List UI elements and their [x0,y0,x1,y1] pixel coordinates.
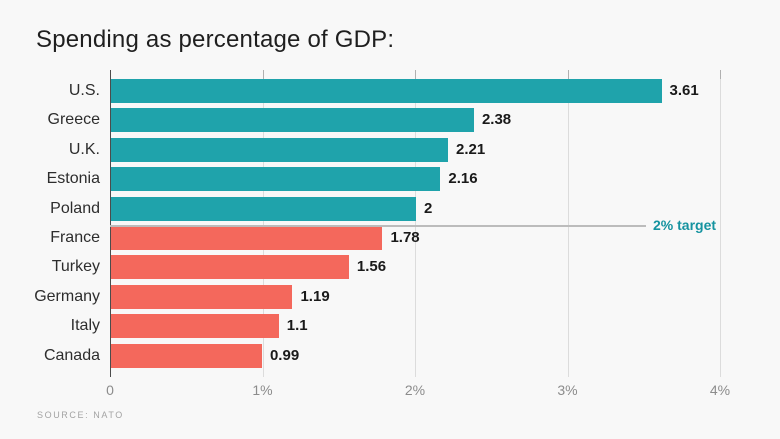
x-tick-label: 1% [252,382,273,398]
value-label: 2.16 [448,170,478,188]
tick-mark [567,70,569,79]
target-annotation-label: 2% target [653,217,717,233]
bar [111,108,474,133]
bar-row: U.K. 2.21 [69,137,720,162]
gridline [262,70,264,377]
category-label: U.S. [68,82,100,99]
value-label: 1.56 [356,258,387,276]
category-label: Italy [70,317,100,335]
value-label: 1.1 [286,317,308,335]
target-reference-line [110,225,646,227]
x-tick-label: 0 [106,382,114,398]
gridline [415,70,416,377]
category-label: Poland [50,199,100,217]
tick-mark [415,70,416,79]
bar [111,137,449,162]
tick-mark [262,70,264,79]
bar-row: Estonia 2.16 [47,167,720,192]
value-label: 1.78 [390,229,420,246]
bar [111,226,383,250]
value-label: 3.61 [669,82,699,99]
category-label: Estonia [46,170,100,188]
x-tick-label: 3% [557,382,578,398]
bar-row: Poland 2 [50,196,720,221]
bar-row: Greece 2.38 [48,108,720,133]
bar-row: Canada 0.99 [44,343,720,368]
category-label: Germany [34,287,100,305]
category-label: Turkey [51,258,100,276]
bar [111,196,416,221]
category-label: Canada [43,346,100,364]
value-label: 2 [424,199,433,217]
source-note: SOURCE: NATO [37,410,124,420]
bar [111,343,262,368]
zero-axis-line [110,70,111,377]
value-label: 2.21 [456,140,486,158]
value-label: 0.99 [269,346,300,364]
bar [111,167,441,192]
bar [111,255,349,280]
bar-chart-plot-area: U.S. 3.61 Greece 2.38 U.K. 2.21 Estonia 2.16 Pol… [34,70,730,398]
category-label: Greece [47,111,100,129]
gridline [567,70,569,377]
bar-row: Turkey 1.56 [52,255,720,280]
bar-row: France 1.78 [50,226,720,250]
category-label: U.K. [68,140,100,158]
x-tick-label: 2% [404,382,426,398]
bar [111,314,279,339]
bar-row: Germany 1.19 [34,284,720,309]
x-tick-label: 4% [709,382,731,398]
value-label: 2.38 [481,111,512,129]
category-label: France [50,229,100,246]
tick-mark [720,70,721,79]
bar-row: Italy 1.1 [71,314,720,339]
chart-title: Spending as percentage of GDP: [36,26,395,53]
bar [111,79,662,103]
gridline [720,70,721,377]
bar [111,284,293,309]
value-label: 1.19 [300,287,330,305]
bar-row: U.S. 3.61 [69,79,720,103]
